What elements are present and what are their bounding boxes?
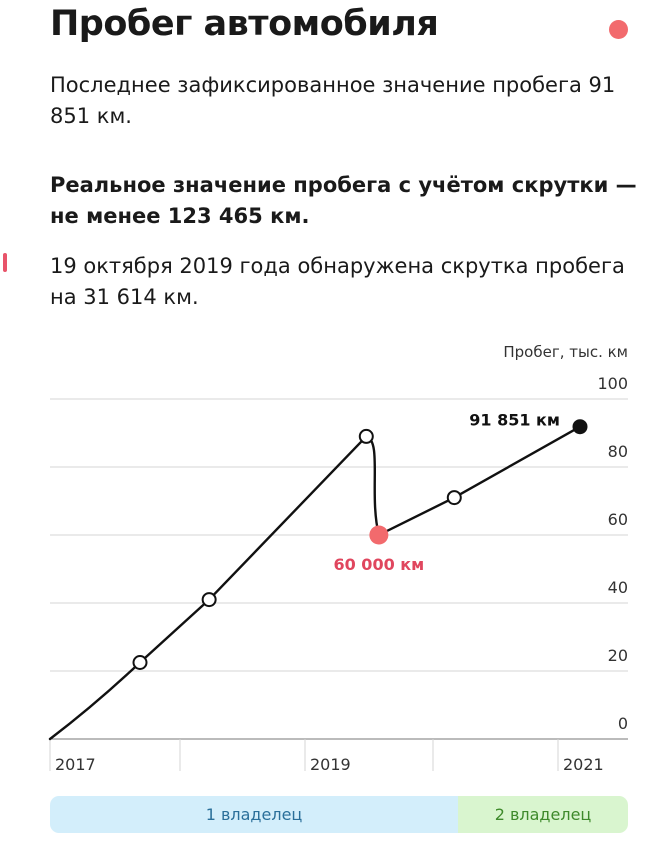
grid-lines: [49, 398, 628, 771]
x-tick-label: 2019: [310, 755, 351, 774]
rollback-point: [369, 525, 389, 545]
y-tick-label: 0: [618, 714, 628, 733]
rollback-note-text: 19 октября 2019 года обнаружена скрутка …: [50, 254, 625, 309]
owner-1-segment: 1 владелец: [50, 796, 458, 833]
last-point-label: 91 851 км: [469, 411, 560, 430]
last-point: [572, 419, 588, 435]
data-point-open: [132, 655, 148, 670]
owners-bar: 1 владелец 2 владелец: [50, 796, 628, 833]
rollback-accent-bar: [3, 253, 7, 272]
owner-2-segment: 2 владелец: [458, 796, 628, 833]
y-axis-label: Пробег, тыс. км: [503, 343, 628, 361]
data-point-open: [446, 490, 462, 506]
mileage-series-line: [48, 425, 582, 741]
x-tick-label: 2021: [563, 755, 604, 774]
real-value-text: Реальное значение пробега с учётом скрут…: [50, 173, 637, 228]
last-value-text: Последнее зафиксированное значение пробе…: [50, 73, 616, 128]
data-markers: 60 000 км 91 851 км: [132, 411, 588, 670]
mileage-chart: Пробег, тыс. км 0 20 40 60 80 100 2017 2019 2021…: [48, 343, 628, 774]
y-tick-label: 60: [608, 510, 628, 529]
y-tick-label: 40: [608, 578, 628, 597]
y-tick-label: 20: [608, 646, 628, 665]
axis-ticks: 0 20 40 60 80 100 2017 2019 2021: [55, 374, 628, 774]
rollback-point-label: 60 000 км: [333, 555, 424, 574]
status-dot: [609, 20, 628, 39]
page-title: Пробег автомобиля: [50, 4, 439, 44]
data-point-open: [201, 592, 217, 608]
y-tick-label: 100: [597, 374, 628, 393]
x-tick-label: 2017: [55, 755, 96, 774]
y-tick-label: 80: [608, 442, 628, 461]
data-point-open: [358, 428, 374, 444]
